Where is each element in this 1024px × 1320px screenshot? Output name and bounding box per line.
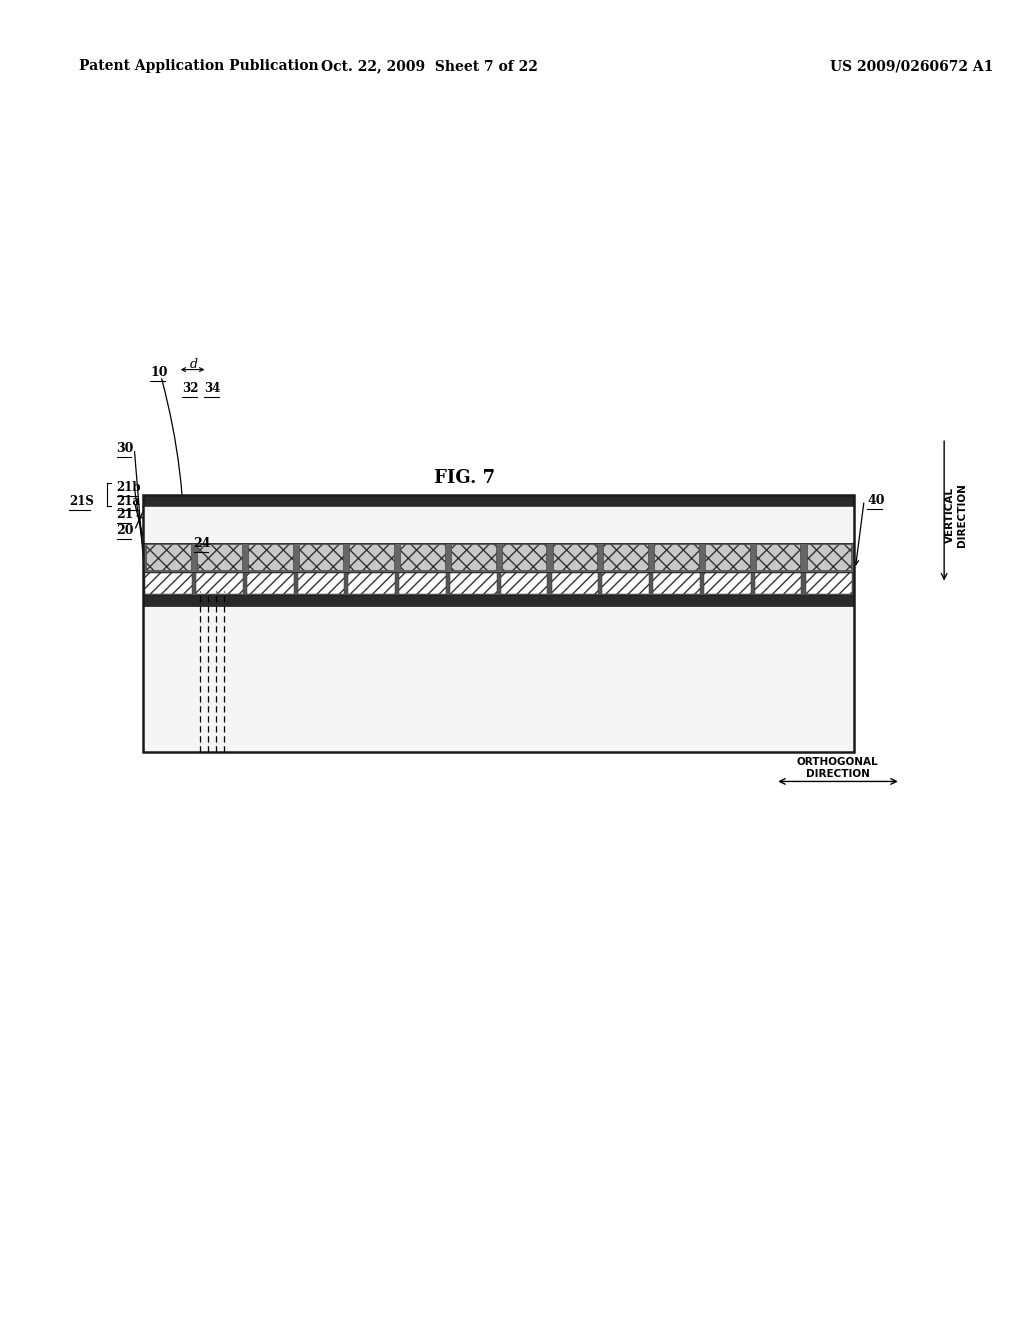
Bar (143, 572, 854, 595)
Bar (298, 573, 344, 594)
Bar (247, 573, 294, 594)
Bar (451, 544, 496, 570)
Bar (143, 595, 854, 606)
Text: VERTICAL
DIRECTION: VERTICAL DIRECTION (945, 483, 967, 546)
Bar (602, 573, 649, 594)
Text: 10: 10 (151, 366, 168, 379)
Text: d: d (189, 358, 198, 371)
Bar (197, 544, 242, 570)
Bar (143, 495, 854, 506)
Bar (552, 573, 598, 594)
Text: 20: 20 (117, 524, 134, 537)
Bar (807, 544, 851, 570)
Bar (502, 544, 547, 570)
Text: 30: 30 (117, 442, 134, 455)
Bar (450, 573, 497, 594)
Bar (400, 544, 444, 570)
Text: Oct. 22, 2009  Sheet 7 of 22: Oct. 22, 2009 Sheet 7 of 22 (322, 59, 538, 74)
Text: 32: 32 (181, 381, 199, 395)
Text: 24: 24 (194, 537, 211, 550)
Bar (399, 573, 445, 594)
Bar (196, 573, 243, 594)
Bar (705, 544, 750, 570)
Bar (145, 573, 191, 594)
Text: 40: 40 (867, 494, 885, 507)
Bar (603, 544, 648, 570)
Text: FIG. 7: FIG. 7 (433, 469, 495, 487)
Bar (143, 606, 854, 752)
Text: Patent Application Publication: Patent Application Publication (79, 59, 318, 74)
Text: 21a: 21a (117, 495, 140, 508)
Bar (348, 573, 395, 594)
Bar (653, 573, 699, 594)
Text: 21b: 21b (117, 480, 141, 494)
Bar (143, 543, 854, 572)
Bar (143, 506, 854, 543)
Text: 21: 21 (117, 508, 134, 521)
Bar (146, 544, 190, 570)
Bar (143, 495, 854, 752)
Bar (654, 544, 698, 570)
Bar (299, 544, 343, 570)
Text: US 2009/0260672 A1: US 2009/0260672 A1 (829, 59, 993, 74)
Text: 34: 34 (205, 381, 221, 395)
Bar (349, 544, 394, 570)
Text: 21S: 21S (70, 495, 94, 508)
Bar (553, 544, 597, 570)
Bar (756, 544, 801, 570)
Bar (806, 573, 852, 594)
Text: ORTHOGONAL
DIRECTION: ORTHOGONAL DIRECTION (797, 758, 879, 779)
Bar (248, 544, 293, 570)
Bar (703, 573, 751, 594)
Bar (755, 573, 802, 594)
Bar (501, 573, 548, 594)
